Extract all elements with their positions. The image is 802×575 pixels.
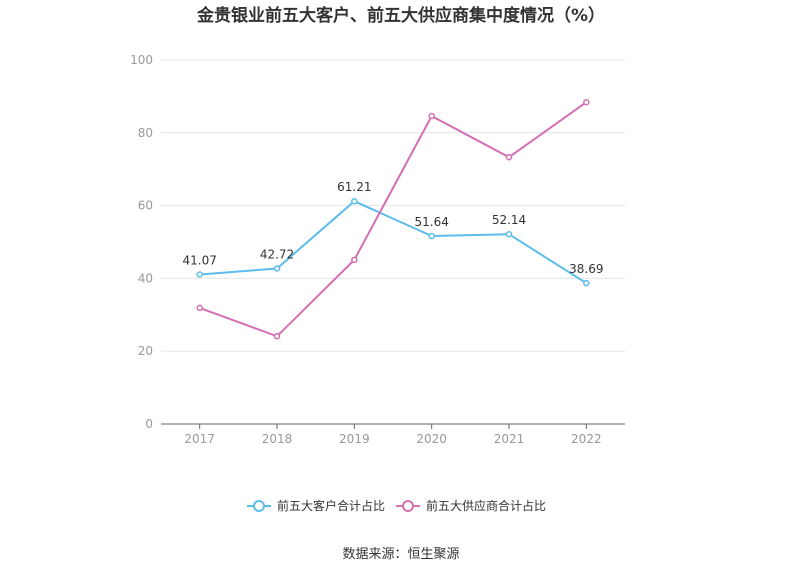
data-point[interactable] <box>505 153 513 161</box>
x-tick-label: 2019 <box>339 432 370 446</box>
data-label: 42.72 <box>260 247 294 261</box>
data-label: 41.07 <box>182 254 216 268</box>
series-1: 41.07 42.72 61.21 51.64 52.14 38.69 <box>182 180 604 287</box>
y-tick-label: 20 <box>138 344 153 358</box>
data-point[interactable] <box>196 271 203 278</box>
data-label: 38.69 <box>569 262 603 276</box>
x-tick-label: 2022 <box>571 432 602 446</box>
x-tick-label: 2017 <box>184 432 215 446</box>
y-tick-label: 60 <box>138 199 153 213</box>
y-tick-label: 100 <box>130 53 153 67</box>
data-label: 52.14 <box>492 213 526 227</box>
data-label: 61.21 <box>337 180 371 194</box>
series-group: 41.07 42.72 61.21 51.64 52.14 38.69 <box>182 98 604 340</box>
y-tick-label: 80 <box>138 126 153 140</box>
legend-label: 前五大供应商合计占比 <box>426 498 546 513</box>
data-point[interactable] <box>428 112 435 120</box>
chart-title: 金贵银业前五大客户、前五大供应商集中度情况（%） <box>196 5 605 26</box>
data-point[interactable] <box>196 304 203 312</box>
legend-item[interactable]: 前五大供应商合计占比 <box>396 498 546 513</box>
data-label: 51.64 <box>414 215 448 229</box>
legend-item[interactable]: 前五大客户合计占比 <box>247 498 385 513</box>
x-tick-label: 2018 <box>262 432 293 446</box>
y-tick-label: 0 <box>145 417 153 431</box>
data-point[interactable] <box>583 98 590 106</box>
data-point[interactable] <box>351 256 358 264</box>
x-tick-label: 2020 <box>416 432 447 446</box>
x-axis-ticks: 2017 2018 2019 2020 2021 2022 <box>184 424 602 446</box>
legend-marker-icon <box>402 500 414 512</box>
y-tick-label: 40 <box>138 271 153 285</box>
legend-label: 前五大客户合计占比 <box>277 498 385 513</box>
legend-marker-icon <box>253 500 265 512</box>
grid <box>161 59 625 352</box>
x-tick-label: 2021 <box>494 432 525 446</box>
data-point[interactable] <box>505 230 513 238</box>
data-point[interactable] <box>273 265 281 272</box>
legend: 前五大客户合计占比 前五大供应商合计占比 <box>247 498 546 513</box>
source-note: 数据来源：恒生聚源 <box>342 547 459 562</box>
series-line <box>199 200 587 285</box>
series-2 <box>196 98 590 340</box>
data-point[interactable] <box>428 232 435 240</box>
data-point[interactable] <box>583 279 590 287</box>
data-point[interactable] <box>273 333 281 340</box>
series-line <box>199 101 587 338</box>
y-axis-ticks: 0 20 40 60 80 100 <box>130 53 153 431</box>
data-point[interactable] <box>351 197 358 205</box>
